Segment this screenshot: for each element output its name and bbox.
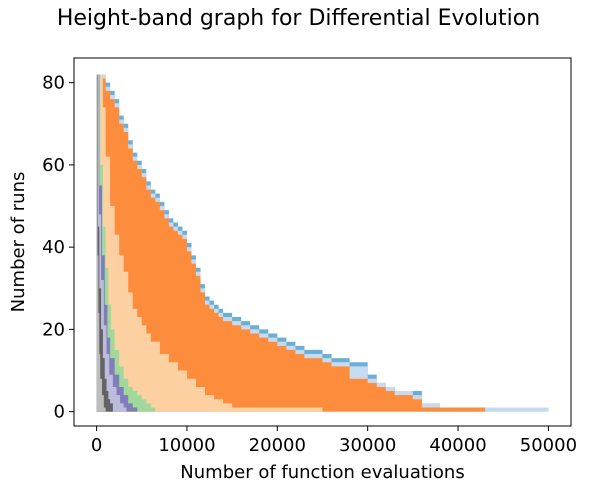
x-axis: 0 10000 20000 30000 40000 50000 [91,426,577,456]
x-axis-label: Number of function evaluations [180,462,464,483]
chart-title: Height-band graph for Differential Evolu… [56,6,541,31]
x-tick-label: 20000 [249,435,306,456]
y-tick-label: 40 [42,237,65,258]
y-tick-label: 20 [42,319,65,340]
y-axis: 0 20 40 60 80 [42,73,74,423]
x-tick-label: 50000 [520,435,577,456]
band-4 [96,74,549,412]
x-tick-label: 40000 [429,435,486,456]
y-tick-label: 60 [42,155,65,176]
bands-group [96,74,549,412]
x-tick-label: 0 [91,435,102,456]
y-tick-label: 80 [42,73,65,94]
band-3 [96,74,549,412]
x-tick-label: 30000 [339,435,396,456]
plot-frame [73,57,572,427]
y-tick-label: 0 [54,402,65,423]
x-tick-label: 10000 [158,435,215,456]
y-axis-label: Number of runs [8,172,29,313]
